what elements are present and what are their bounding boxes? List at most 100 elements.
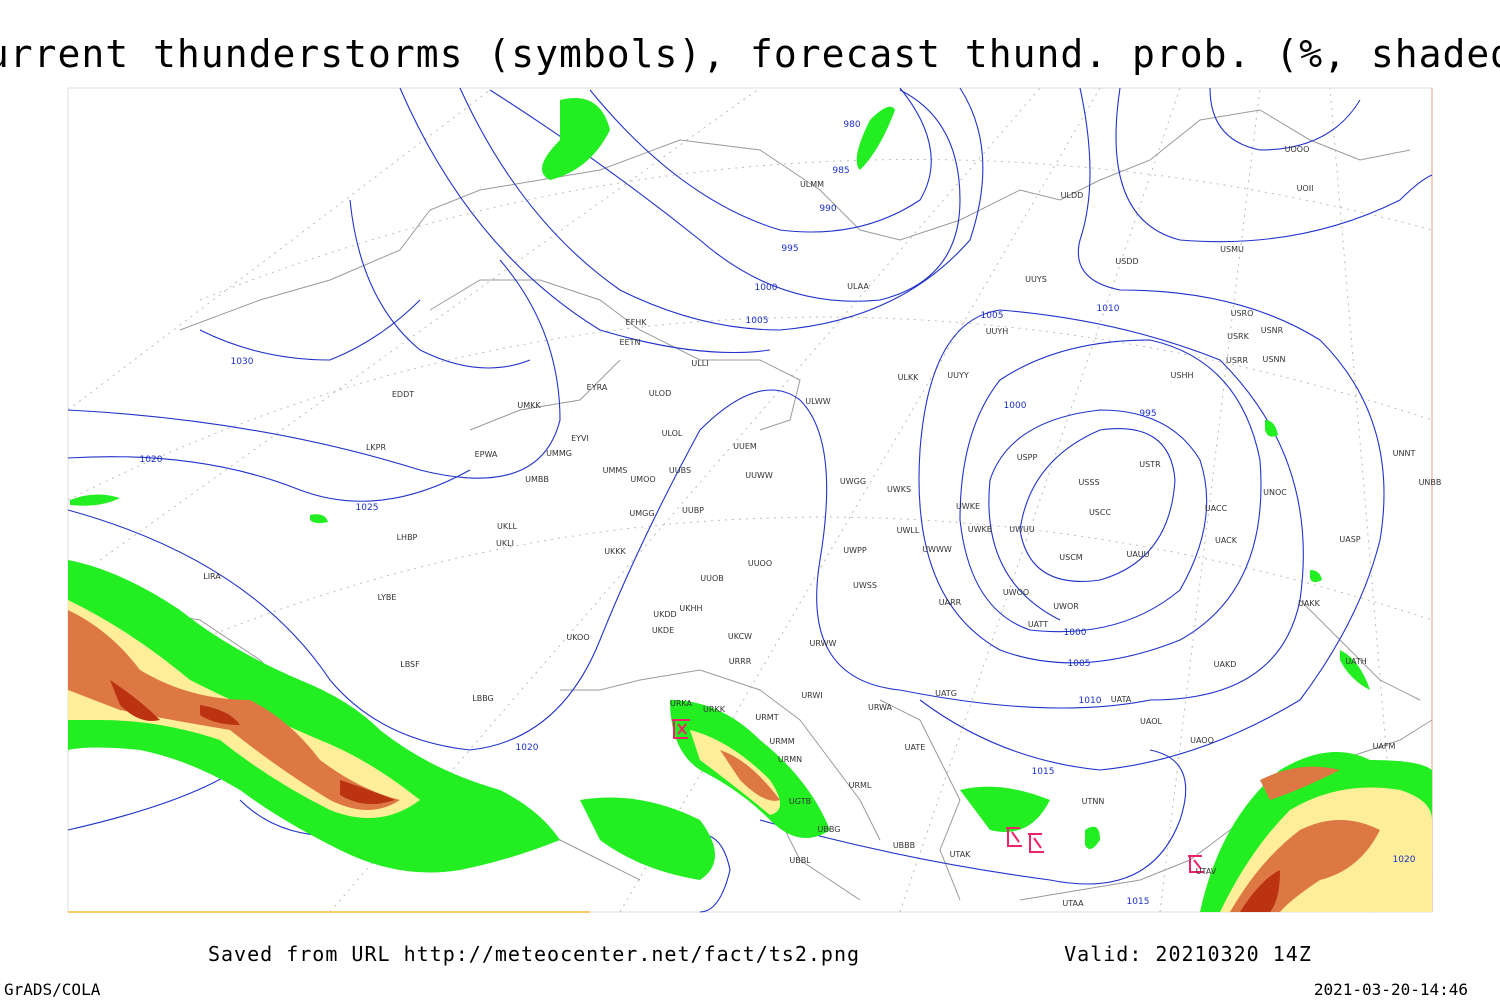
station-label: UUOO — [748, 559, 772, 568]
station-label: ULAA — [847, 282, 869, 291]
probability-shading — [68, 98, 1432, 912]
station-label: UUBS — [669, 466, 691, 475]
station-label: UAKK — [1298, 599, 1321, 608]
station-label: UTAK — [950, 850, 972, 859]
station-label: URMT — [755, 713, 778, 722]
station-label: UARR — [939, 598, 962, 607]
station-label: LKPR — [366, 443, 387, 452]
station-label: UWKB — [968, 525, 993, 534]
station-label: ULLI — [691, 359, 708, 368]
isobar-label: 1015 — [1127, 897, 1150, 907]
station-label: UUYH — [986, 327, 1009, 336]
isobar-label: 1010 — [1079, 696, 1102, 706]
isobar-label: 1020 — [1393, 855, 1416, 865]
station-label: UUWW — [745, 471, 773, 480]
station-label: URWW — [810, 639, 837, 648]
station-label: UUEM — [733, 442, 757, 451]
title: Current thunderstorms (symbols), forecas… — [0, 32, 1500, 76]
station-label: UKKK — [604, 547, 626, 556]
station-label: UATT — [1028, 620, 1048, 629]
station-label: USHH — [1171, 371, 1194, 380]
station-label: UAKD — [1214, 660, 1237, 669]
station-label: ULOD — [649, 389, 671, 398]
station-label: UWSS — [853, 581, 877, 590]
station-label: UNBB — [1419, 478, 1442, 487]
station-label: USPP — [1017, 453, 1038, 462]
station-label: EFHK — [626, 318, 648, 327]
station-label: UAUU — [1126, 550, 1149, 559]
station-label: UWOO — [1003, 588, 1029, 597]
station-label: UKDD — [653, 610, 676, 619]
station-label: UUBP — [682, 506, 704, 515]
station-label: EYRA — [587, 383, 608, 392]
station-label: UWUU — [1009, 525, 1035, 534]
isobar-label: 980 — [843, 120, 860, 130]
station-label: USRK — [1227, 332, 1249, 341]
station-label: UKHH — [679, 604, 702, 613]
station-label: EPWA — [475, 450, 498, 459]
station-label: UWLL — [897, 526, 920, 535]
station-label: UATE — [905, 743, 926, 752]
station-label: UKCW — [728, 632, 752, 641]
station-label: EYVI — [571, 434, 589, 443]
station-label: ULDD — [1061, 191, 1084, 200]
station-label: USDD — [1115, 257, 1138, 266]
station-label: UTAV — [1196, 867, 1217, 876]
station-label: LIRA — [203, 572, 221, 581]
station-label: UNNT — [1393, 449, 1416, 458]
station-label: UAOO — [1190, 736, 1214, 745]
station-label: UATA — [1111, 695, 1132, 704]
station-label: UATG — [935, 689, 957, 698]
station-label: UMBB — [525, 475, 549, 484]
isobar-label: 1025 — [356, 503, 379, 513]
station-label: UWPP — [843, 546, 867, 555]
station-label: USSS — [1078, 478, 1099, 487]
isobar-label: 1000 — [1004, 401, 1027, 411]
station-label: URWA — [868, 703, 893, 712]
station-label: UWKE — [956, 502, 980, 511]
thunderstorm-symbols — [672, 719, 1204, 873]
station-label: UASP — [1339, 535, 1360, 544]
station-label: UAOL — [1140, 717, 1162, 726]
station-label: UKLI — [496, 539, 514, 548]
station-label: UNOC — [1263, 488, 1287, 497]
station-label: URRR — [729, 657, 752, 666]
isobar-label: 1005 — [1068, 659, 1091, 669]
station-label: USTR — [1139, 460, 1161, 469]
station-label: USMU — [1220, 245, 1244, 254]
station-label: LBBG — [472, 694, 494, 703]
isobar-label: 1030 — [231, 357, 254, 367]
isobar-label: 1005 — [746, 316, 769, 326]
isobar-label: 1000 — [1064, 628, 1087, 638]
station-label: URMM — [769, 737, 794, 746]
station-label: UWGG — [840, 477, 866, 486]
station-label: LYBE — [378, 593, 397, 602]
stations: ULMM ULDD UOOO UOII USDD USMU ULAA UUYS USRO USNR… — [203, 145, 1441, 908]
isobar-label: 1015 — [1032, 767, 1055, 777]
station-label: UWKS — [887, 485, 911, 494]
station-label: UATH — [1345, 657, 1367, 666]
isobar-label: 1010 — [1097, 304, 1120, 314]
station-label: UACC — [1205, 504, 1228, 513]
station-label: ULMM — [800, 180, 824, 189]
valid-time: Valid: 20210320 14Z — [1064, 942, 1312, 966]
station-label: URMN — [778, 755, 802, 764]
station-label: UUYS — [1025, 275, 1047, 284]
station-label: UBBG — [818, 825, 841, 834]
station-label: USCM — [1059, 553, 1083, 562]
station-label: USNR — [1261, 326, 1284, 335]
station-label: USCC — [1089, 508, 1112, 517]
source-url: Saved from URL http://meteocenter.net/fa… — [208, 942, 860, 966]
station-label: ULOL — [662, 429, 683, 438]
station-label: LBSF — [400, 660, 420, 669]
station-label: UAFM — [1373, 742, 1396, 751]
station-label: UKDE — [652, 626, 674, 635]
station-label: UACK — [1215, 536, 1238, 545]
station-label: UKOO — [566, 633, 589, 642]
station-label: UMMS — [603, 466, 628, 475]
graticule — [67, 87, 1433, 913]
station-label: USNN — [1263, 355, 1286, 364]
station-label: UWWW — [922, 545, 952, 554]
isobar-label: 985 — [832, 166, 849, 176]
